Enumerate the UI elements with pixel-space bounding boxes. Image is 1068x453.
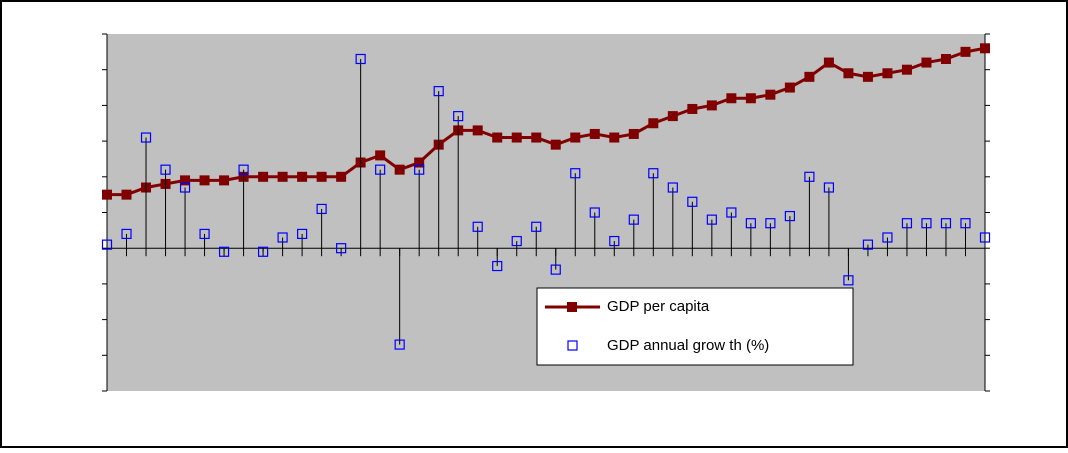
point-marker xyxy=(901,218,913,229)
line-marker xyxy=(297,171,308,182)
point-marker xyxy=(121,228,132,240)
point-marker xyxy=(375,164,386,175)
line-marker xyxy=(531,132,542,143)
line-marker xyxy=(589,128,600,139)
line-marker xyxy=(706,100,717,111)
line-marker xyxy=(726,93,737,104)
line-marker xyxy=(336,171,347,182)
legend-label: GDP per capita xyxy=(607,298,710,315)
point-marker xyxy=(394,339,405,350)
line-marker xyxy=(804,71,815,82)
line-marker xyxy=(199,175,210,186)
point-marker xyxy=(336,243,347,254)
line-marker xyxy=(277,171,288,182)
line-marker xyxy=(960,46,971,57)
point-marker xyxy=(511,235,522,247)
line-marker xyxy=(492,132,503,143)
line-marker xyxy=(219,175,230,186)
point-marker xyxy=(160,164,171,175)
point-marker xyxy=(277,232,288,243)
line-marker xyxy=(375,150,386,161)
point-marker xyxy=(843,275,854,286)
line-marker xyxy=(667,111,678,122)
point-marker xyxy=(882,232,893,243)
point-marker xyxy=(804,171,815,182)
point-marker xyxy=(472,221,483,232)
point-marker xyxy=(179,182,191,193)
point-marker xyxy=(687,196,698,207)
point-marker xyxy=(940,218,952,229)
point-marker xyxy=(140,132,152,143)
point-marker xyxy=(979,232,991,243)
point-marker xyxy=(199,228,210,240)
line-marker xyxy=(609,132,620,143)
legend-marker xyxy=(567,340,578,351)
point-marker xyxy=(667,182,678,193)
point-marker xyxy=(823,182,835,193)
line-marker xyxy=(940,53,951,64)
point-marker xyxy=(316,203,327,215)
legend xyxy=(536,287,854,366)
line-marker xyxy=(258,171,269,182)
point-marker xyxy=(414,164,425,175)
point-marker xyxy=(433,86,444,97)
line-marker xyxy=(316,171,327,182)
point-marker xyxy=(589,207,600,218)
line-marker xyxy=(823,57,834,68)
point-marker xyxy=(745,218,756,229)
point-marker xyxy=(628,214,639,225)
point-marker xyxy=(492,260,503,272)
line-marker xyxy=(648,118,659,129)
line-marker xyxy=(901,64,912,75)
line-marker xyxy=(570,132,581,143)
line-marker xyxy=(765,89,776,100)
point-marker xyxy=(960,218,971,229)
line-marker xyxy=(745,93,756,104)
line-marker xyxy=(394,164,405,175)
point-marker xyxy=(355,53,366,65)
line-marker xyxy=(414,157,425,168)
line-marker xyxy=(687,103,698,114)
point-marker xyxy=(784,210,795,222)
point-marker xyxy=(218,246,230,257)
line-marker xyxy=(882,68,893,79)
legend-label: GDP annual grow th (%) xyxy=(607,337,769,354)
point-marker xyxy=(531,221,542,232)
line-marker xyxy=(550,139,561,150)
point-marker xyxy=(765,218,776,229)
line-marker xyxy=(862,71,873,82)
line-marker xyxy=(843,68,854,79)
point-marker xyxy=(609,235,620,247)
line-marker xyxy=(784,82,795,93)
line-marker xyxy=(980,43,990,54)
line-marker xyxy=(921,57,932,68)
series-line xyxy=(107,46,986,197)
line-marker xyxy=(628,128,639,139)
point-marker xyxy=(453,111,464,122)
point-marker xyxy=(550,264,561,275)
line-marker xyxy=(180,175,191,186)
point-marker xyxy=(921,218,932,229)
point-marker xyxy=(238,164,249,175)
point-marker xyxy=(648,168,659,179)
point-marker xyxy=(706,214,717,225)
point-marker xyxy=(257,246,269,257)
point-marker xyxy=(726,207,737,218)
line-marker xyxy=(472,125,483,136)
point-marker xyxy=(297,228,308,240)
legend-marker xyxy=(567,302,577,312)
point-marker xyxy=(570,168,581,179)
point-marker xyxy=(101,239,113,250)
line-marker xyxy=(102,189,112,200)
point-marker xyxy=(862,239,874,250)
line-marker xyxy=(121,189,132,200)
line-marker xyxy=(511,132,522,143)
